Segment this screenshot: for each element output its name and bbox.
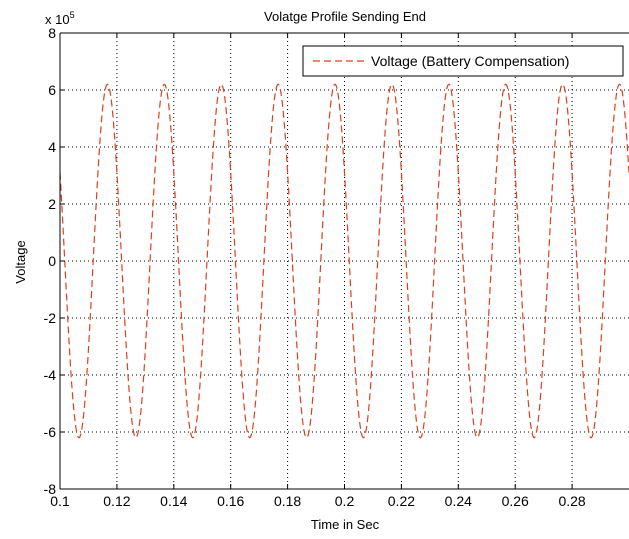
y-tick-label: 2 (48, 196, 56, 212)
y-tick-label: 4 (48, 139, 56, 155)
y-tick-label: -6 (44, 424, 57, 440)
x-tick-label: 0.18 (274, 493, 301, 509)
x-tick-label: 0.12 (103, 493, 130, 509)
x-tick-label: 0.2 (335, 493, 355, 509)
y-tick-label: 0 (48, 253, 56, 269)
y-axis-title: Voltage (13, 240, 28, 283)
legend-box (302, 45, 624, 77)
x-tick-label: 0.26 (502, 493, 529, 509)
x-tick-label: 0.24 (445, 493, 472, 509)
series-line (59, 83, 629, 439)
x-tick-label: 0.16 (217, 493, 244, 509)
x-tick-label: 0.28 (558, 493, 585, 509)
y-axis-exponent-power: 5 (70, 10, 75, 20)
y-axis-exponent: x 105 (45, 10, 75, 27)
y-axis-exponent-base: x 10 (45, 12, 70, 27)
x-tick-label: 0.14 (160, 493, 187, 509)
x-axis-title: Time in Sec (311, 517, 380, 532)
x-tick-label: 0.22 (388, 493, 415, 509)
y-tick-label: 8 (48, 25, 56, 41)
y-tick-label: -4 (44, 367, 57, 383)
legend-label: Voltage (Battery Compensation) (371, 53, 569, 69)
x-tick-label: 0.1 (50, 493, 70, 509)
y-tick-label: 6 (48, 82, 56, 98)
chart-title: Volatge Profile Sending End (264, 9, 426, 24)
y-tick-label: -2 (44, 310, 57, 326)
y-tick-label: -8 (44, 481, 57, 497)
plot-layer: 0.1 0.12 0.14 0.16 0.18 0.2 0.22 0.24 0.26 0.28 -8… (44, 25, 629, 509)
